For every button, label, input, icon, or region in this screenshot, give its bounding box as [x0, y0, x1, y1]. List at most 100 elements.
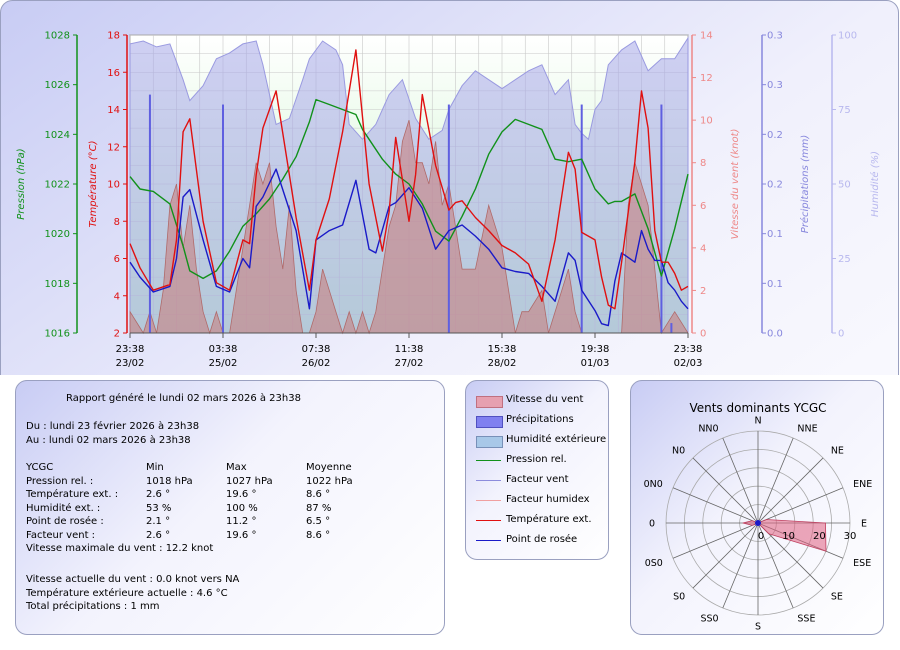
stats-avg: 87 %: [306, 502, 332, 514]
windrose-layer: N NNE NE ENE E ESE SE SSE S SS0 S0 0S0 0 0N0 N0 NN0 0 10 2…: [644, 416, 873, 633]
legend-label: Température ext.: [506, 514, 592, 525]
pressure-tick-label: 1018: [45, 279, 70, 290]
temperature-tick-label: 18: [107, 31, 120, 42]
windrose-panel: Vents dominants YCGC N NNE NE ENE E ESE SE SSE S…: [630, 380, 884, 635]
legend-swatch: [476, 436, 503, 448]
stats-min: 53 %: [146, 502, 172, 514]
windrose-spoke: [722, 522, 759, 609]
legend-label: Point de rosée: [506, 534, 578, 545]
legend-label: Humidité extérieure: [506, 434, 607, 445]
precipitation-bar: [660, 104, 663, 334]
x-tick-time: 23:38: [116, 344, 145, 355]
pressure-tick-label: 1024: [45, 130, 70, 141]
x-tick-time: 11:38: [395, 344, 424, 355]
windrose-direction-label: SE: [831, 591, 843, 602]
total-precip: Total précipitations : 1 mm: [26, 601, 160, 612]
stats-max-header: Max: [226, 462, 247, 473]
wind-tick-label: 8: [700, 158, 706, 169]
stats-label: Facteur vent :: [26, 529, 96, 541]
report-panel: Rapport généré le lundi 02 mars 2026 à 2…: [15, 380, 445, 635]
x-tick-date: 28/02: [488, 358, 517, 369]
windrose-direction-label: 0N0: [644, 479, 663, 490]
windrose-spoke: [692, 522, 759, 589]
humidity-tick-label: 0: [838, 329, 844, 340]
temperature-tick-label: 10: [107, 180, 120, 191]
stats-min: 2.6 °: [146, 529, 171, 541]
stats-avg: 6.5 °: [306, 516, 331, 527]
series-line-temperature: [129, 49, 689, 310]
pressure-tick-label: 1020: [45, 229, 70, 240]
precip-tick-label: 0.0: [767, 329, 783, 340]
windrose-direction-label: S0: [673, 591, 685, 602]
stats-label: Point de rosée :: [26, 516, 104, 527]
max-wind: Vitesse maximale du vent : 12.2 knot: [26, 543, 214, 554]
current-wind: Vitesse actuelle du vent : 0.0 knot vers…: [26, 574, 240, 585]
humidity-tick-label: 50: [838, 180, 851, 191]
windrose-ring-label: 20: [813, 531, 826, 542]
precipitation-bar: [447, 104, 450, 334]
wind-axis-title: Vitesse du vent (knot): [730, 129, 741, 240]
stats-max: 100 %: [226, 502, 258, 514]
x-tick-date: 26/02: [302, 358, 331, 369]
temperature-tick-label: 4: [114, 291, 120, 302]
stats-station: YCGC: [26, 462, 54, 473]
legend-item-wind: Vitesse du vent: [476, 394, 606, 408]
legend-line: [476, 460, 501, 461]
windrose-spoke: [757, 522, 794, 609]
stats-row: Température ext. : 2.6 ° 19.6 ° 8.6 °: [26, 488, 330, 502]
stats-label: Pression rel. :: [26, 475, 94, 487]
x-tick-date: 25/02: [209, 358, 238, 369]
report-from: Du : lundi 23 février 2026 à 23h38: [26, 421, 200, 432]
legend-swatch: [476, 396, 503, 408]
x-tick-date: 23/02: [116, 358, 145, 369]
stats-avg: 1022 hPa: [306, 475, 353, 487]
x-tick-date: 27/02: [395, 358, 424, 369]
x-tick-date: 02/03: [674, 358, 703, 369]
wind-tick-label: 0: [700, 329, 706, 340]
windrose-direction-label: NNE: [797, 423, 817, 434]
legend-line: [476, 500, 501, 501]
pressure-tick-label: 1028: [45, 31, 70, 42]
x-tick-time: 23:38: [674, 344, 703, 355]
pressure-tick-label: 1022: [45, 180, 70, 191]
stats-label: Température ext. :: [26, 489, 119, 500]
legend-item-humidex: Facteur humidex: [476, 494, 606, 508]
windrose-direction-label: ENE: [853, 479, 872, 490]
windrose-spoke: [722, 437, 759, 524]
humidity-tick-label: 75: [838, 105, 851, 116]
stats-max: 19.6 °: [226, 489, 257, 500]
precipitation-bar: [670, 323, 673, 333]
precipitation-bar-layer: [148, 94, 673, 334]
series-line-dewpoint: [129, 168, 689, 327]
pressure-tick-label: 1016: [45, 329, 70, 340]
stats-row: Humidité ext. : 53 % 100 % 87 %: [26, 502, 331, 516]
stats-min: 2.1 °: [146, 516, 171, 527]
windrose-direction-label: ESE: [853, 558, 871, 569]
windrose-title: Vents dominants YCGC: [689, 401, 826, 415]
temperature-tick-label: 16: [107, 68, 120, 79]
legend-label: Vitesse du vent: [506, 394, 584, 405]
current-temp: Température extérieure actuelle : 4.6 °C: [26, 587, 228, 599]
x-tick-time: 19:38: [581, 344, 610, 355]
windrose-direction-label: SSE: [797, 614, 815, 625]
windrose-direction-label: NE: [831, 446, 844, 457]
windrose-chart: Vents dominants YCGC N NNE NE ENE E ESE SE SSE S…: [644, 401, 873, 633]
x-tick-time: 15:38: [488, 344, 517, 355]
legend-item-dewpoint: Point de rosée: [476, 534, 606, 548]
windrose-direction-label: 0: [649, 519, 655, 530]
precip-tick-label: 0.2: [767, 130, 783, 141]
report-generated: Rapport généré le lundi 02 mars 2026 à 2…: [66, 393, 301, 404]
windrose-spoke: [672, 487, 759, 524]
line-series-layer: [129, 49, 689, 327]
precip-tick-label: 0.1: [767, 279, 783, 290]
windrose-area: [742, 519, 827, 552]
stats-label: Humidité ext. :: [26, 502, 101, 514]
windrose-ring-label: 10: [782, 531, 795, 542]
windrose-direction-label: 0S0: [645, 558, 663, 569]
humidity-tick-label: 100: [838, 31, 857, 42]
legend-swatch: [476, 416, 503, 428]
windrose-direction-label: SS0: [700, 614, 718, 625]
windrose-spoke: [672, 522, 759, 559]
